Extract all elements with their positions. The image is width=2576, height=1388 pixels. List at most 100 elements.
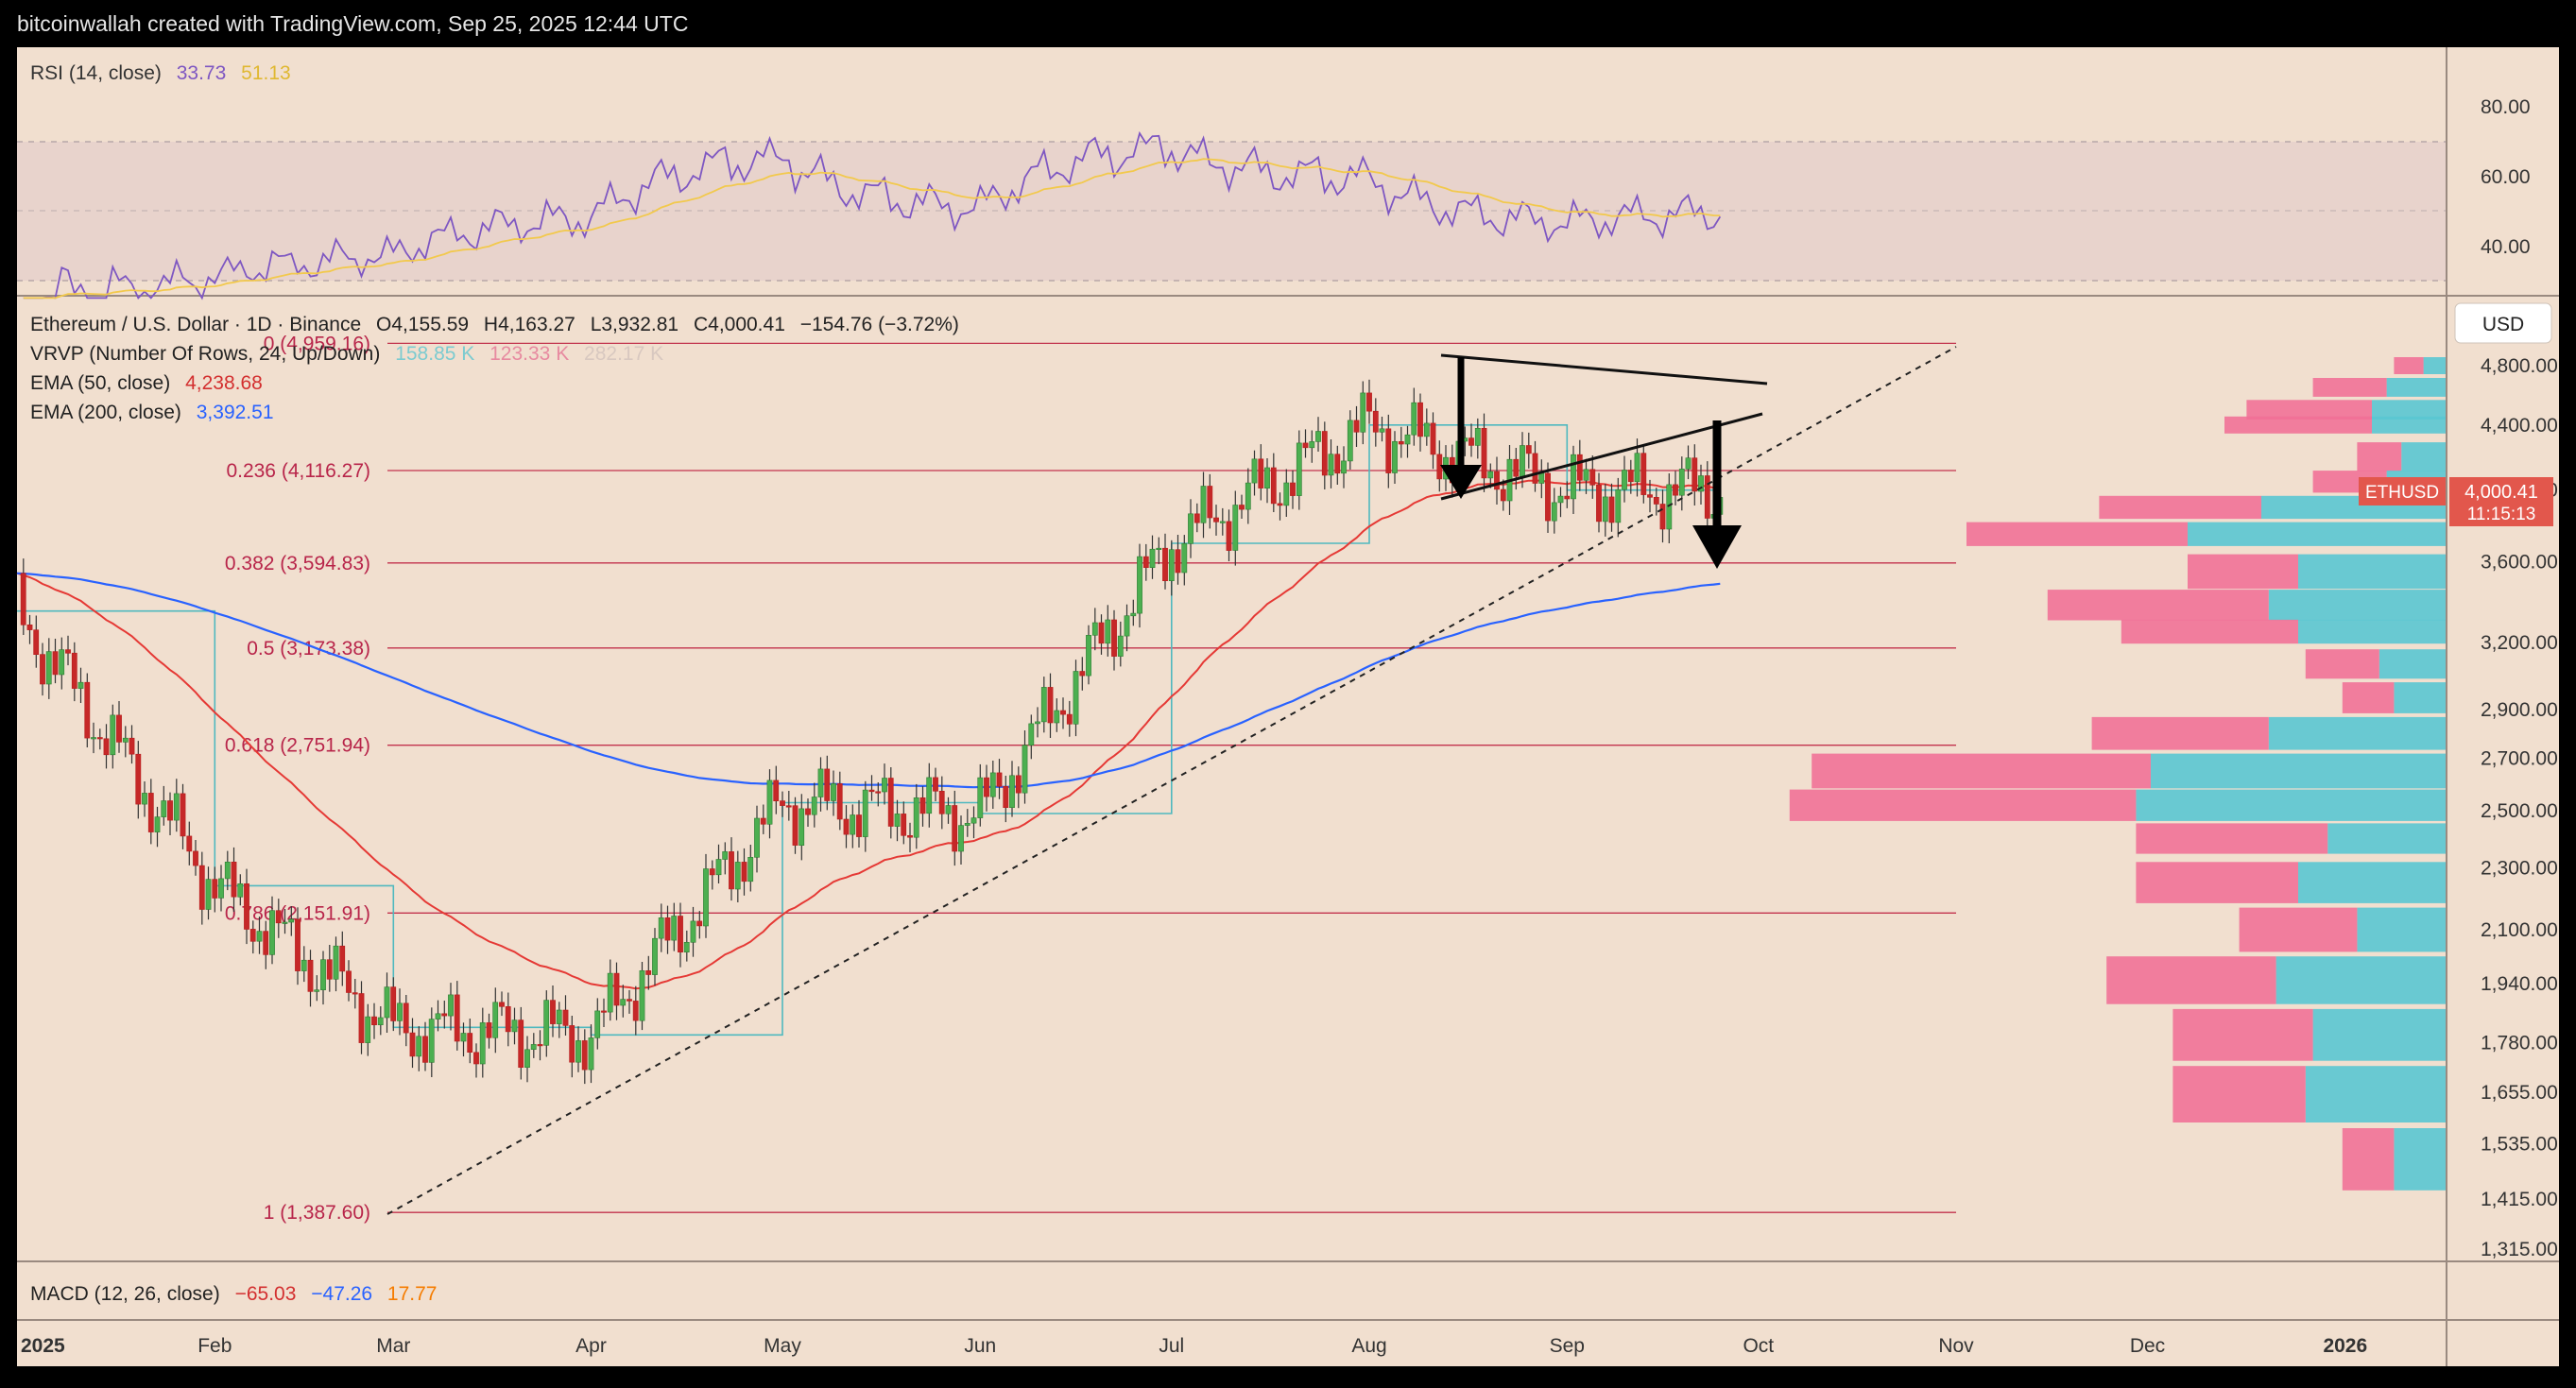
candle-body <box>734 862 741 890</box>
rsi-lines <box>23 130 1722 300</box>
vp-up-17 <box>2298 862 2446 903</box>
ticker-tag-bg <box>2359 477 2446 506</box>
candle-body <box>467 1033 473 1054</box>
candle-body <box>1111 619 1117 657</box>
candle-body <box>1009 775 1015 808</box>
vp-up-0 <box>2423 357 2446 374</box>
candle-body <box>543 1000 550 1046</box>
candle-body <box>843 818 850 835</box>
candle-body <box>645 970 652 975</box>
candle-body <box>282 921 288 924</box>
price-tick-4: 3,200.00 <box>2481 632 2558 654</box>
currency-button-bg[interactable] <box>2454 302 2552 344</box>
candle-body <box>346 970 352 993</box>
vp-down-12 <box>2342 682 2395 713</box>
candle-body <box>448 994 454 1017</box>
candle-body <box>288 918 295 923</box>
candle-body <box>901 814 907 836</box>
candle-body <box>1028 723 1035 746</box>
down-arrow-left <box>1440 357 1482 499</box>
candle-body <box>996 772 1003 787</box>
candle-body <box>1124 615 1130 637</box>
candle-body <box>831 783 836 801</box>
trend-dashed-line <box>386 346 1957 1215</box>
candle-body <box>1525 445 1532 454</box>
candle-body <box>65 649 71 654</box>
price-tick-10: 1,940.00 <box>2481 973 2558 995</box>
vp-up-22 <box>2394 1128 2446 1191</box>
volume-profile <box>1789 357 2446 1191</box>
vp-up-15 <box>2136 789 2446 821</box>
candle-body <box>678 916 683 953</box>
candle-body <box>237 882 244 898</box>
candle-body <box>1615 488 1622 523</box>
candle-body <box>1245 482 1251 510</box>
candle-body <box>1258 458 1264 488</box>
candle-body <box>1398 440 1404 445</box>
candle-body <box>116 714 122 743</box>
candle-body <box>887 778 894 827</box>
candle-body <box>632 1001 639 1021</box>
candle-body <box>275 910 282 924</box>
macd-panel <box>17 1262 2446 1319</box>
vp-up-2 <box>2372 400 2446 420</box>
candle-body <box>620 999 627 1006</box>
candle-body <box>1653 496 1659 505</box>
candle-body <box>1436 454 1443 480</box>
candle-body <box>964 822 970 826</box>
candle-body <box>1474 427 1481 446</box>
candle-body <box>722 851 729 860</box>
candle-body <box>320 959 326 991</box>
candle-body <box>409 1032 416 1057</box>
candle-body <box>295 918 301 971</box>
candle-body <box>492 1002 499 1038</box>
rsi-value: 33.73 <box>177 62 227 84</box>
vp-down-0 <box>2394 357 2424 374</box>
vp-down-13 <box>2091 716 2269 750</box>
candle-body <box>460 1033 467 1042</box>
fib-label-6: 1 (1,387.60) <box>264 1202 370 1224</box>
ema200-value: 3,392.51 <box>197 402 274 423</box>
candle-body <box>1142 556 1149 568</box>
vp-down-11 <box>2305 649 2379 679</box>
candle-body <box>390 986 397 1021</box>
candle-body <box>1309 441 1315 449</box>
main-legend-line1: Ethereum / U.S. Dollar · 1D · Binance O4… <box>30 314 959 335</box>
price-tick-6: 2,700.00 <box>2481 748 2558 770</box>
candle-body <box>1640 453 1647 495</box>
candle-body <box>729 851 734 890</box>
macd-value-1: −65.03 <box>235 1283 297 1305</box>
ema-lines <box>16 479 1721 990</box>
candle-body <box>1571 454 1576 500</box>
candle-body <box>20 573 26 625</box>
candle-body <box>224 861 231 880</box>
vrvp-down: 123.33 K <box>489 343 569 365</box>
rsi-tick-40: 40.00 <box>2481 236 2531 258</box>
candle-body <box>1545 472 1551 522</box>
candle-body <box>1156 547 1162 551</box>
rsi-tick-80: 80.00 <box>2481 96 2531 118</box>
fib-retracement: 0 (4,959.16) 0.236 (4,116.27) 0.382 (3,594… <box>225 333 1956 1224</box>
ema50-value: 4,238.68 <box>185 372 263 394</box>
candle-body <box>613 972 620 1006</box>
vp-down-17 <box>2136 862 2298 903</box>
price-tick-5: 2,900.00 <box>2481 699 2558 721</box>
candle-body <box>1583 469 1589 481</box>
vp-up-3 <box>2372 416 2446 434</box>
candle-body <box>690 920 696 943</box>
vp-down-10 <box>2121 619 2298 644</box>
candle-body <box>607 972 613 1013</box>
candle-body <box>1557 495 1564 504</box>
candle-body <box>805 808 811 815</box>
vp-up-8 <box>2298 554 2446 590</box>
candle-body <box>1602 496 1608 523</box>
candle-body <box>416 1036 422 1057</box>
candle-body <box>754 817 760 858</box>
candle-body <box>1200 486 1207 523</box>
currency-button[interactable]: USD <box>2482 314 2524 335</box>
vp-down-22 <box>2342 1128 2395 1191</box>
candle-body <box>773 780 780 802</box>
candle-body <box>1704 475 1710 519</box>
candle-body <box>984 777 989 797</box>
